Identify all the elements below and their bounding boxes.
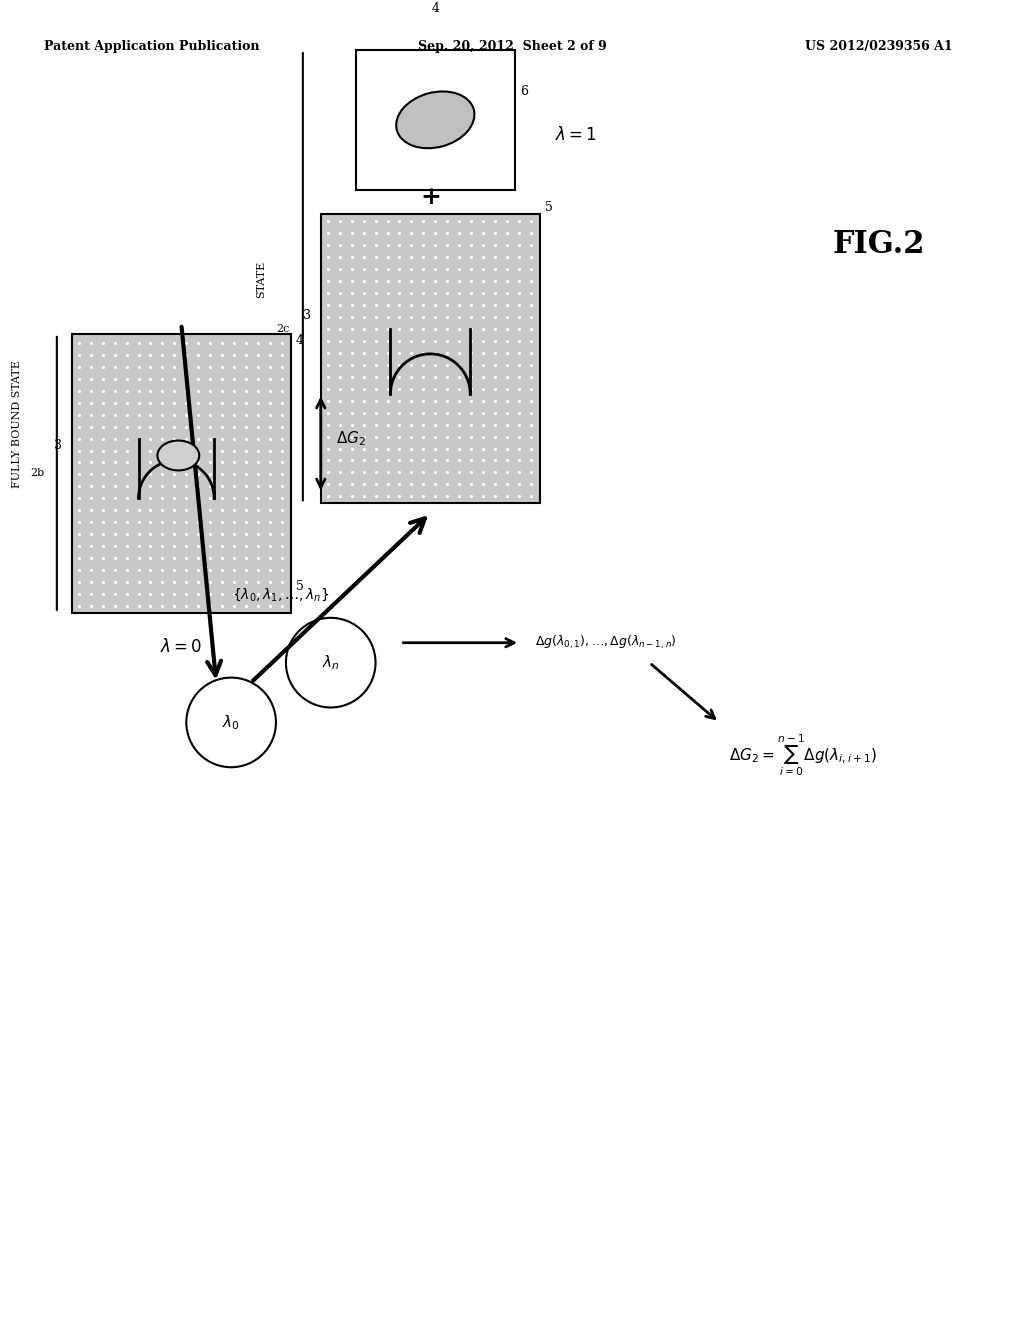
FancyBboxPatch shape bbox=[321, 214, 540, 503]
Text: 5: 5 bbox=[296, 579, 304, 593]
Text: $\lambda=1$: $\lambda=1$ bbox=[555, 125, 597, 144]
Text: 6: 6 bbox=[520, 86, 528, 99]
Ellipse shape bbox=[158, 441, 200, 470]
Text: US 2012/0239356 A1: US 2012/0239356 A1 bbox=[805, 40, 952, 53]
Text: $\Delta G_2$: $\Delta G_2$ bbox=[336, 429, 366, 447]
Text: 3: 3 bbox=[54, 440, 61, 451]
Ellipse shape bbox=[396, 91, 474, 148]
Text: $\Delta g(\lambda_{0,1}),\ldots,\Delta g(\lambda_{n-1,n})$: $\Delta g(\lambda_{0,1}),\ldots,\Delta g… bbox=[535, 634, 677, 651]
Text: FULLY BOUND STATE: FULLY BOUND STATE bbox=[12, 359, 22, 487]
Text: 2b: 2b bbox=[30, 469, 44, 478]
Text: $\{\lambda_0, \lambda_1, \ldots, \lambda_n\}$: $\{\lambda_0, \lambda_1, \ldots, \lambda… bbox=[232, 586, 330, 603]
Text: $\lambda_n$: $\lambda_n$ bbox=[322, 653, 340, 672]
FancyBboxPatch shape bbox=[72, 334, 291, 612]
Text: 5: 5 bbox=[545, 202, 553, 214]
FancyBboxPatch shape bbox=[355, 50, 515, 190]
Text: FIG.2: FIG.2 bbox=[833, 228, 925, 260]
Text: Sep. 20, 2012  Sheet 2 of 9: Sep. 20, 2012 Sheet 2 of 9 bbox=[418, 40, 606, 53]
Text: 4: 4 bbox=[296, 334, 304, 347]
Text: 4: 4 bbox=[431, 3, 439, 16]
Text: $\lambda=0$: $\lambda=0$ bbox=[160, 638, 203, 656]
Text: STATE: STATE bbox=[256, 260, 266, 298]
Text: 2c: 2c bbox=[276, 323, 290, 334]
Text: $\Delta G_2 = \sum_{i=0}^{n-1} \Delta g(\lambda_{i,i+1})$: $\Delta G_2 = \sum_{i=0}^{n-1} \Delta g(… bbox=[729, 733, 878, 777]
Text: +: + bbox=[420, 186, 440, 210]
Text: $\lambda_0$: $\lambda_0$ bbox=[222, 713, 240, 731]
Text: 3: 3 bbox=[303, 309, 311, 322]
Text: Patent Application Publication: Patent Application Publication bbox=[44, 40, 259, 53]
